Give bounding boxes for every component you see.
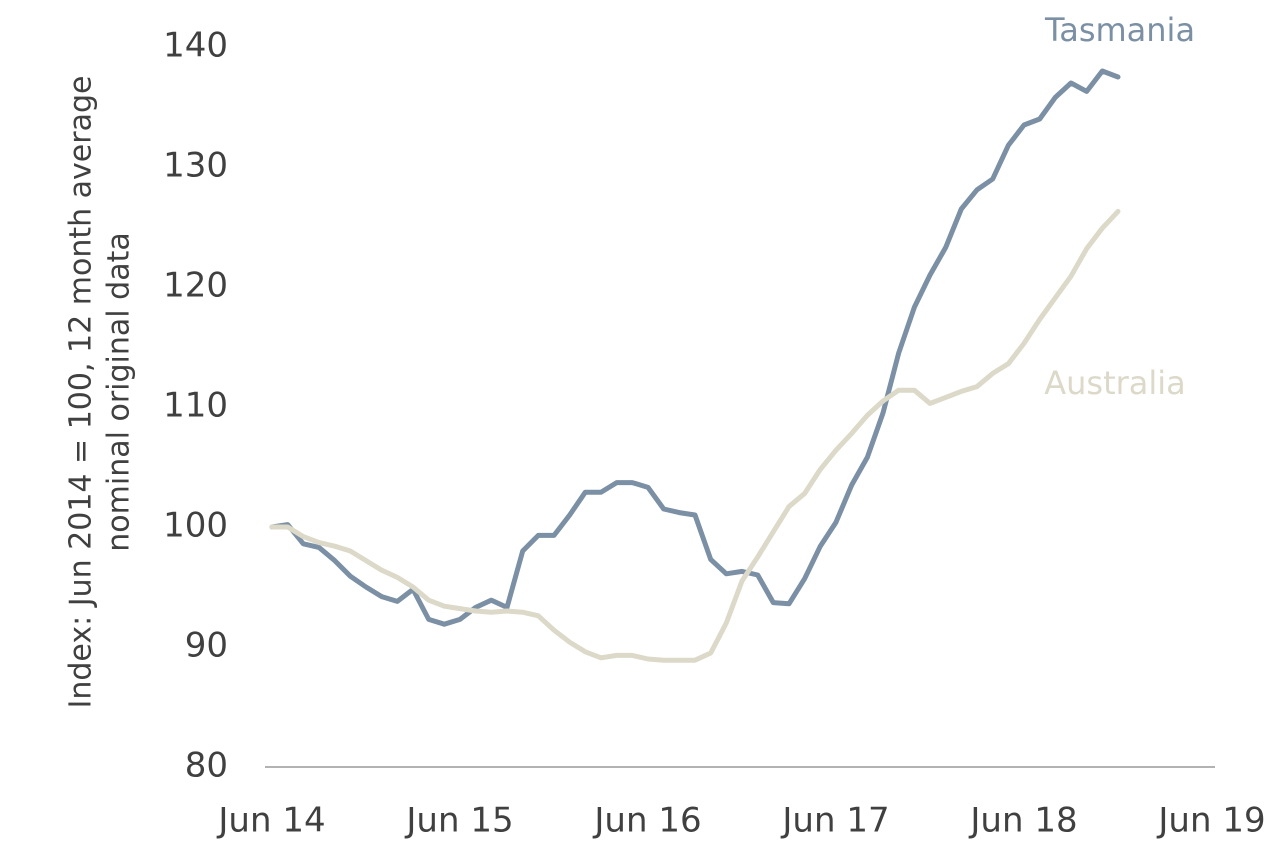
y-tick-label: 90 [185,626,228,666]
y-tick-label: 100 [163,506,228,546]
y-tick-label: 140 [163,26,228,66]
y-axis-title-line: nominal original data [102,232,137,551]
x-tick-label: Jun 18 [968,801,1077,841]
y-axis-title-line: Index: Jun 2014 = 100, 12 month average [64,76,99,709]
series-line [269,68,1121,627]
x-tick-label: Jun 17 [780,801,889,841]
x-tick-label: Jun 14 [216,801,325,841]
series-line [269,208,1121,663]
y-tick-label: 80 [185,746,228,786]
y-tick-label: 130 [163,146,228,186]
y-tick-label: 110 [163,386,228,426]
series-label: Tasmania [1044,11,1195,49]
x-tick-label: Jun 19 [1156,801,1265,841]
y-tick-label: 120 [163,266,228,306]
x-tick-label: Jun 15 [404,801,513,841]
series-label: Australia [1044,364,1186,402]
x-tick-label: Jun 16 [592,801,701,841]
y-axis-title: Index: Jun 2014 = 100, 12 month average … [64,76,137,709]
